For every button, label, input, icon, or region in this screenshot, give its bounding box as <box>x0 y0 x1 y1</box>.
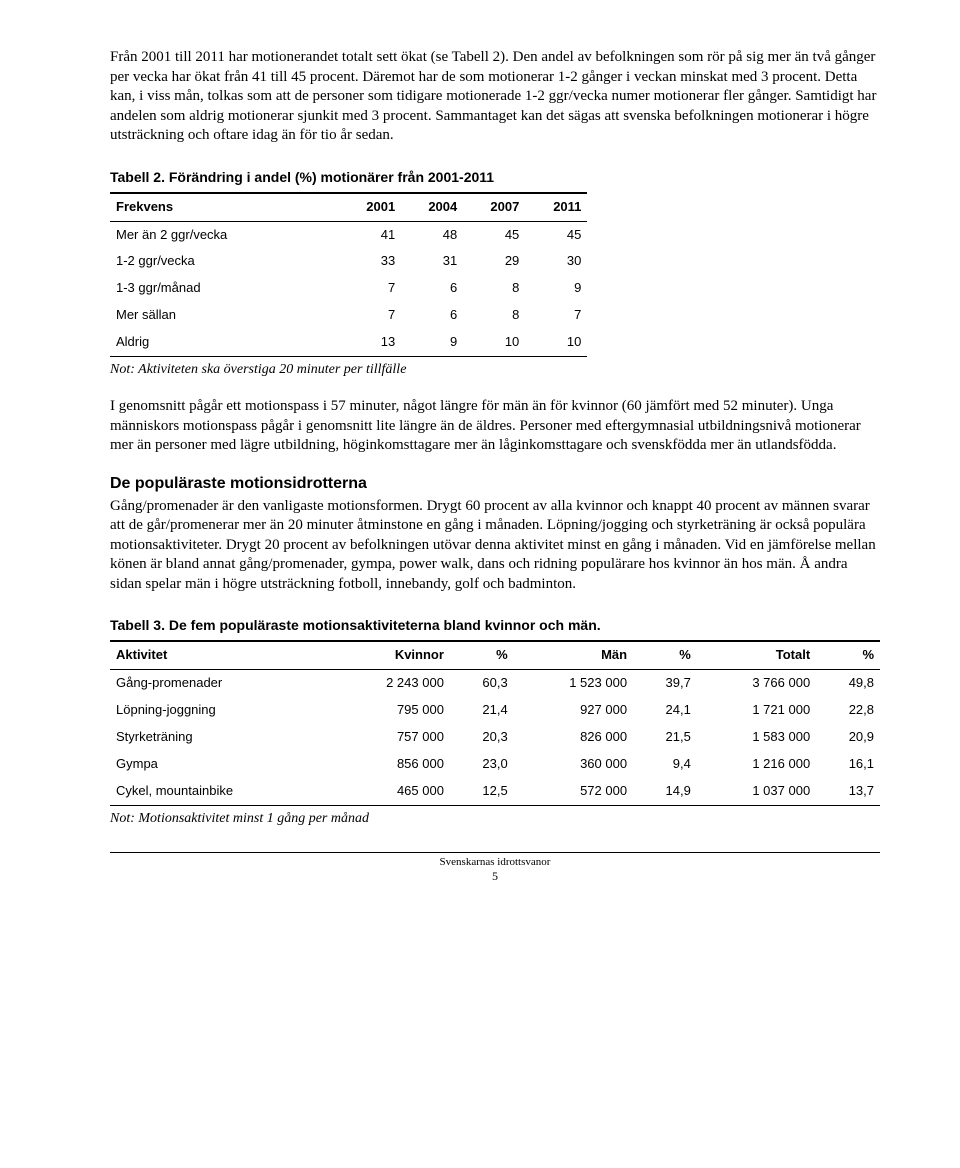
table-row: Aldrig 13 9 10 10 <box>110 329 587 356</box>
cell: 9,4 <box>633 751 697 778</box>
cell: 33 <box>339 248 401 275</box>
paragraph-2: I genomsnitt pågår ett motionspass i 57 … <box>110 397 880 456</box>
cell: 1 037 000 <box>697 778 816 805</box>
cell: 1 583 000 <box>697 724 816 751</box>
cell: 9 <box>525 275 587 302</box>
table2-col-2: 2004 <box>401 193 463 221</box>
table2-col-4: 2011 <box>525 193 587 221</box>
cell: 21,4 <box>450 697 514 724</box>
cell: Styrketräning <box>110 724 331 751</box>
cell: 45 <box>525 221 587 248</box>
cell: 23,0 <box>450 751 514 778</box>
table3-note: Not: Motionsaktivitet minst 1 gång per m… <box>110 810 880 828</box>
cell: 10 <box>525 329 587 356</box>
table-row: Styrketräning 757 000 20,3 826 000 21,5 … <box>110 724 880 751</box>
cell: 1 721 000 <box>697 697 816 724</box>
cell: 41 <box>339 221 401 248</box>
section-heading: De populäraste motionsidrotterna <box>110 474 880 495</box>
cell: Löpning-joggning <box>110 697 331 724</box>
cell: 9 <box>401 329 463 356</box>
cell: 60,3 <box>450 670 514 697</box>
table3-col-4: % <box>633 641 697 669</box>
cell: 14,9 <box>633 778 697 805</box>
cell: 31 <box>401 248 463 275</box>
table2-title: Tabell 2. Förändring i andel (%) motionä… <box>110 168 880 186</box>
table3-col-5: Totalt <box>697 641 816 669</box>
table2-col-1: 2001 <box>339 193 401 221</box>
footer-page-number: 5 <box>110 869 880 885</box>
cell: Mer än 2 ggr/vecka <box>110 221 339 248</box>
table3-col-6: % <box>816 641 880 669</box>
cell: 24,1 <box>633 697 697 724</box>
table2-col-0: Frekvens <box>110 193 339 221</box>
table3-col-1: Kvinnor <box>331 641 450 669</box>
table-row: Mer än 2 ggr/vecka 41 48 45 45 <box>110 221 587 248</box>
cell: 12,5 <box>450 778 514 805</box>
cell: 39,7 <box>633 670 697 697</box>
cell: 21,5 <box>633 724 697 751</box>
intro-paragraph: Från 2001 till 2011 har motionerandet to… <box>110 48 880 146</box>
cell: 927 000 <box>514 697 633 724</box>
table-row: 1-2 ggr/vecka 33 31 29 30 <box>110 248 587 275</box>
cell: 856 000 <box>331 751 450 778</box>
paragraph-3: Gång/promenader är den vanligaste motion… <box>110 497 880 595</box>
cell: 10 <box>463 329 525 356</box>
table3-title: Tabell 3. De fem populäraste motionsakti… <box>110 616 880 634</box>
cell: 16,1 <box>816 751 880 778</box>
table2-header-row: Frekvens 2001 2004 2007 2011 <box>110 193 587 221</box>
cell: Gympa <box>110 751 331 778</box>
table2-note: Not: Aktiviteten ska överstiga 20 minute… <box>110 361 880 379</box>
cell: 6 <box>401 302 463 329</box>
table3: Aktivitet Kvinnor % Män % Totalt % Gång-… <box>110 640 880 805</box>
table3-col-0: Aktivitet <box>110 641 331 669</box>
cell: 20,3 <box>450 724 514 751</box>
cell: 30 <box>525 248 587 275</box>
cell: 1-3 ggr/månad <box>110 275 339 302</box>
cell: 6 <box>401 275 463 302</box>
cell: Aldrig <box>110 329 339 356</box>
table2-col-3: 2007 <box>463 193 525 221</box>
cell: 8 <box>463 302 525 329</box>
table3-col-2: % <box>450 641 514 669</box>
table-row: 1-3 ggr/månad 7 6 8 9 <box>110 275 587 302</box>
cell: 8 <box>463 275 525 302</box>
cell: Gång-promenader <box>110 670 331 697</box>
cell: 20,9 <box>816 724 880 751</box>
cell: 7 <box>339 275 401 302</box>
cell: 826 000 <box>514 724 633 751</box>
cell: 572 000 <box>514 778 633 805</box>
cell: 7 <box>339 302 401 329</box>
cell: Cykel, mountainbike <box>110 778 331 805</box>
cell: 795 000 <box>331 697 450 724</box>
cell: 13 <box>339 329 401 356</box>
table-row: Löpning-joggning 795 000 21,4 927 000 24… <box>110 697 880 724</box>
footer-title: Svenskarnas idrottsvanor <box>110 852 880 869</box>
cell: 49,8 <box>816 670 880 697</box>
cell: 465 000 <box>331 778 450 805</box>
table-row: Cykel, mountainbike 465 000 12,5 572 000… <box>110 778 880 805</box>
table3-col-3: Män <box>514 641 633 669</box>
cell: 3 766 000 <box>697 670 816 697</box>
cell: 1 523 000 <box>514 670 633 697</box>
table3-header-row: Aktivitet Kvinnor % Män % Totalt % <box>110 641 880 669</box>
cell: Mer sällan <box>110 302 339 329</box>
table-row: Gympa 856 000 23,0 360 000 9,4 1 216 000… <box>110 751 880 778</box>
cell: 2 243 000 <box>331 670 450 697</box>
table-row: Mer sällan 7 6 8 7 <box>110 302 587 329</box>
cell: 48 <box>401 221 463 248</box>
cell: 1-2 ggr/vecka <box>110 248 339 275</box>
cell: 13,7 <box>816 778 880 805</box>
cell: 7 <box>525 302 587 329</box>
cell: 757 000 <box>331 724 450 751</box>
table-row: Gång-promenader 2 243 000 60,3 1 523 000… <box>110 670 880 697</box>
cell: 45 <box>463 221 525 248</box>
cell: 29 <box>463 248 525 275</box>
cell: 360 000 <box>514 751 633 778</box>
cell: 22,8 <box>816 697 880 724</box>
cell: 1 216 000 <box>697 751 816 778</box>
table2: Frekvens 2001 2004 2007 2011 Mer än 2 gg… <box>110 192 587 357</box>
